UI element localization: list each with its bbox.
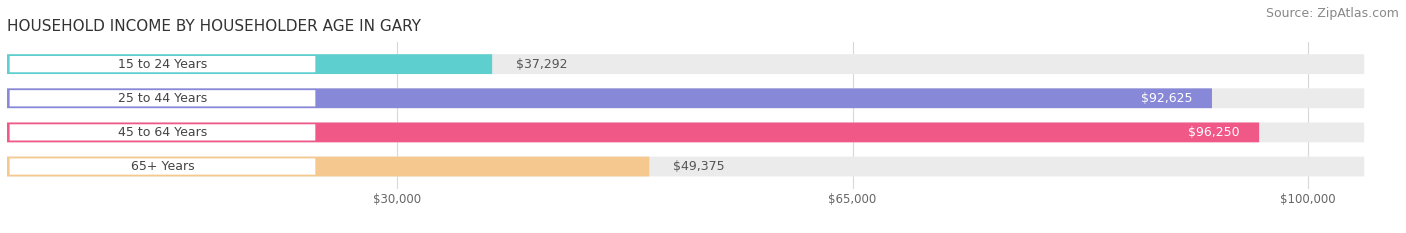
Text: 25 to 44 Years: 25 to 44 Years	[118, 92, 207, 105]
Text: 15 to 24 Years: 15 to 24 Years	[118, 58, 207, 71]
FancyBboxPatch shape	[10, 124, 315, 140]
Text: $96,250: $96,250	[1188, 126, 1240, 139]
FancyBboxPatch shape	[7, 157, 1364, 176]
Text: $37,292: $37,292	[516, 58, 567, 71]
FancyBboxPatch shape	[7, 123, 1364, 142]
Text: HOUSEHOLD INCOME BY HOUSEHOLDER AGE IN GARY: HOUSEHOLD INCOME BY HOUSEHOLDER AGE IN G…	[7, 19, 420, 34]
Text: Source: ZipAtlas.com: Source: ZipAtlas.com	[1265, 7, 1399, 20]
FancyBboxPatch shape	[7, 88, 1364, 108]
FancyBboxPatch shape	[7, 88, 1212, 108]
Text: $49,375: $49,375	[672, 160, 724, 173]
FancyBboxPatch shape	[7, 157, 650, 176]
FancyBboxPatch shape	[10, 56, 315, 72]
FancyBboxPatch shape	[7, 54, 1364, 74]
Text: 45 to 64 Years: 45 to 64 Years	[118, 126, 207, 139]
Text: $92,625: $92,625	[1140, 92, 1192, 105]
Text: 65+ Years: 65+ Years	[131, 160, 194, 173]
FancyBboxPatch shape	[7, 54, 492, 74]
FancyBboxPatch shape	[7, 123, 1260, 142]
FancyBboxPatch shape	[10, 158, 315, 175]
FancyBboxPatch shape	[10, 90, 315, 106]
